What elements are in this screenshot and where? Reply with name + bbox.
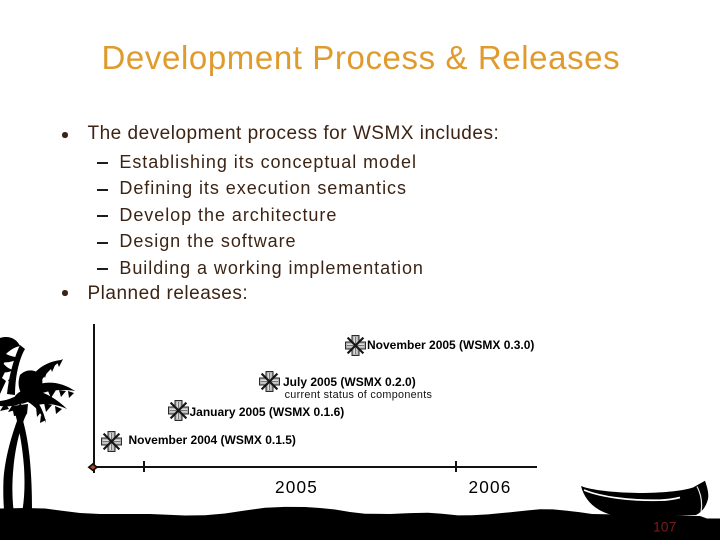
svg-text:107: 107 [653,519,677,535]
